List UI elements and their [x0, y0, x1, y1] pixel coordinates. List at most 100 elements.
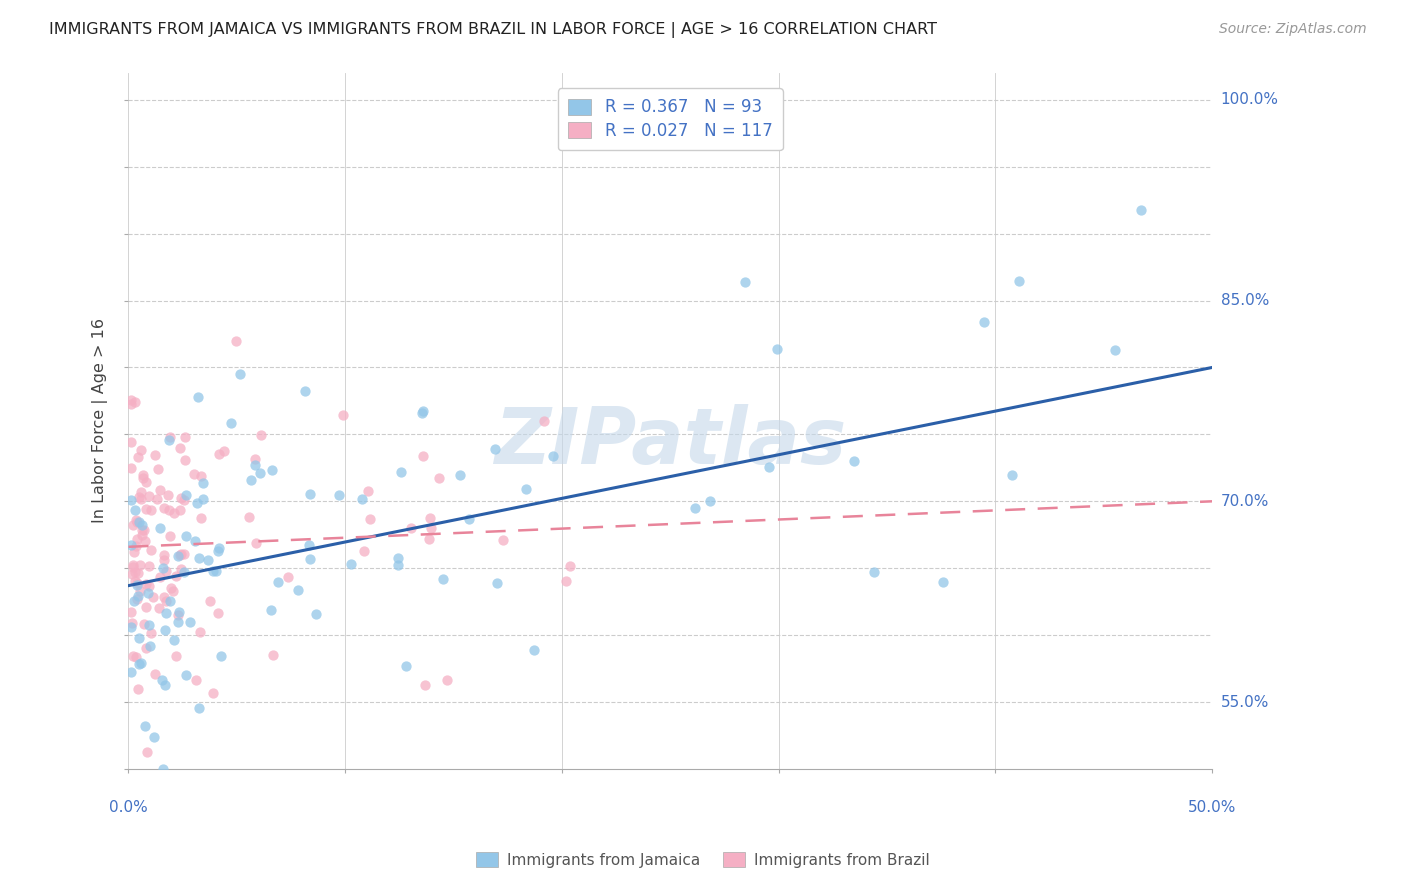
- Text: 55.0%: 55.0%: [1220, 695, 1268, 709]
- Point: [758, 459, 780, 474]
- Point: [449, 468, 471, 483]
- Point: [124, 395, 146, 409]
- Point: [159, 430, 181, 444]
- Point: [120, 620, 142, 634]
- Point: [188, 624, 211, 639]
- Point: [152, 500, 174, 515]
- Point: [418, 532, 440, 546]
- Point: [125, 515, 148, 529]
- Point: [122, 558, 145, 573]
- Point: [156, 488, 179, 502]
- Point: [262, 648, 284, 663]
- Point: [139, 640, 162, 654]
- Point: [533, 414, 555, 428]
- Point: [842, 454, 865, 468]
- Point: [138, 559, 160, 574]
- Point: [555, 574, 578, 589]
- Point: [411, 406, 433, 420]
- Point: [170, 562, 193, 576]
- Point: [122, 649, 145, 664]
- Point: [515, 483, 537, 497]
- Point: [166, 615, 188, 629]
- Point: [134, 533, 156, 548]
- Point: [138, 618, 160, 632]
- Point: [139, 543, 162, 558]
- Point: [122, 594, 145, 608]
- Point: [207, 607, 229, 621]
- Point: [198, 593, 221, 607]
- Point: [152, 762, 174, 776]
- Point: [294, 384, 316, 399]
- Point: [298, 538, 321, 552]
- Text: 100.0%: 100.0%: [1220, 92, 1278, 107]
- Point: [387, 558, 409, 573]
- Point: [128, 490, 150, 504]
- Point: [149, 483, 172, 497]
- Point: [219, 416, 242, 430]
- Point: [121, 518, 143, 533]
- Point: [135, 600, 157, 615]
- Point: [135, 640, 157, 655]
- Point: [152, 561, 174, 575]
- Point: [124, 513, 146, 527]
- Point: [170, 547, 193, 561]
- Point: [125, 649, 148, 664]
- Point: [136, 586, 159, 600]
- Legend: R = 0.367   N = 93, R = 0.027   N = 117: R = 0.367 N = 93, R = 0.027 N = 117: [558, 88, 783, 150]
- Point: [122, 545, 145, 559]
- Point: [932, 575, 955, 590]
- Point: [188, 551, 211, 566]
- Point: [427, 471, 450, 485]
- Point: [350, 491, 373, 506]
- Point: [124, 539, 146, 553]
- Point: [332, 408, 354, 422]
- Point: [186, 673, 208, 688]
- Point: [173, 565, 195, 579]
- Point: [328, 488, 350, 502]
- Point: [153, 548, 176, 562]
- Point: [145, 491, 167, 506]
- Point: [153, 553, 176, 567]
- Point: [419, 510, 441, 524]
- Point: [174, 668, 197, 682]
- Point: [163, 632, 186, 647]
- Point: [121, 566, 143, 581]
- Point: [169, 441, 191, 455]
- Point: [143, 667, 166, 681]
- Point: [560, 558, 582, 573]
- Point: [420, 521, 443, 535]
- Point: [395, 659, 418, 673]
- Point: [125, 532, 148, 546]
- Text: 50.0%: 50.0%: [1188, 799, 1236, 814]
- Point: [229, 368, 252, 382]
- Point: [155, 606, 177, 620]
- Point: [1129, 202, 1152, 217]
- Point: [245, 536, 267, 550]
- Point: [134, 719, 156, 733]
- Point: [166, 608, 188, 623]
- Point: [149, 569, 172, 583]
- Point: [207, 541, 229, 556]
- Point: [141, 626, 163, 640]
- Point: [174, 430, 197, 444]
- Point: [436, 673, 458, 687]
- Point: [169, 491, 191, 506]
- Point: [458, 511, 481, 525]
- Point: [389, 465, 412, 479]
- Point: [169, 548, 191, 562]
- Point: [1104, 343, 1126, 357]
- Point: [120, 492, 142, 507]
- Point: [120, 435, 142, 450]
- Point: [277, 570, 299, 584]
- Point: [139, 502, 162, 516]
- Point: [267, 574, 290, 589]
- Point: [208, 447, 231, 461]
- Point: [169, 605, 191, 619]
- Point: [155, 564, 177, 578]
- Point: [243, 452, 266, 467]
- Point: [190, 511, 212, 525]
- Point: [129, 657, 152, 671]
- Point: [120, 605, 142, 619]
- Point: [260, 602, 283, 616]
- Point: [128, 584, 150, 599]
